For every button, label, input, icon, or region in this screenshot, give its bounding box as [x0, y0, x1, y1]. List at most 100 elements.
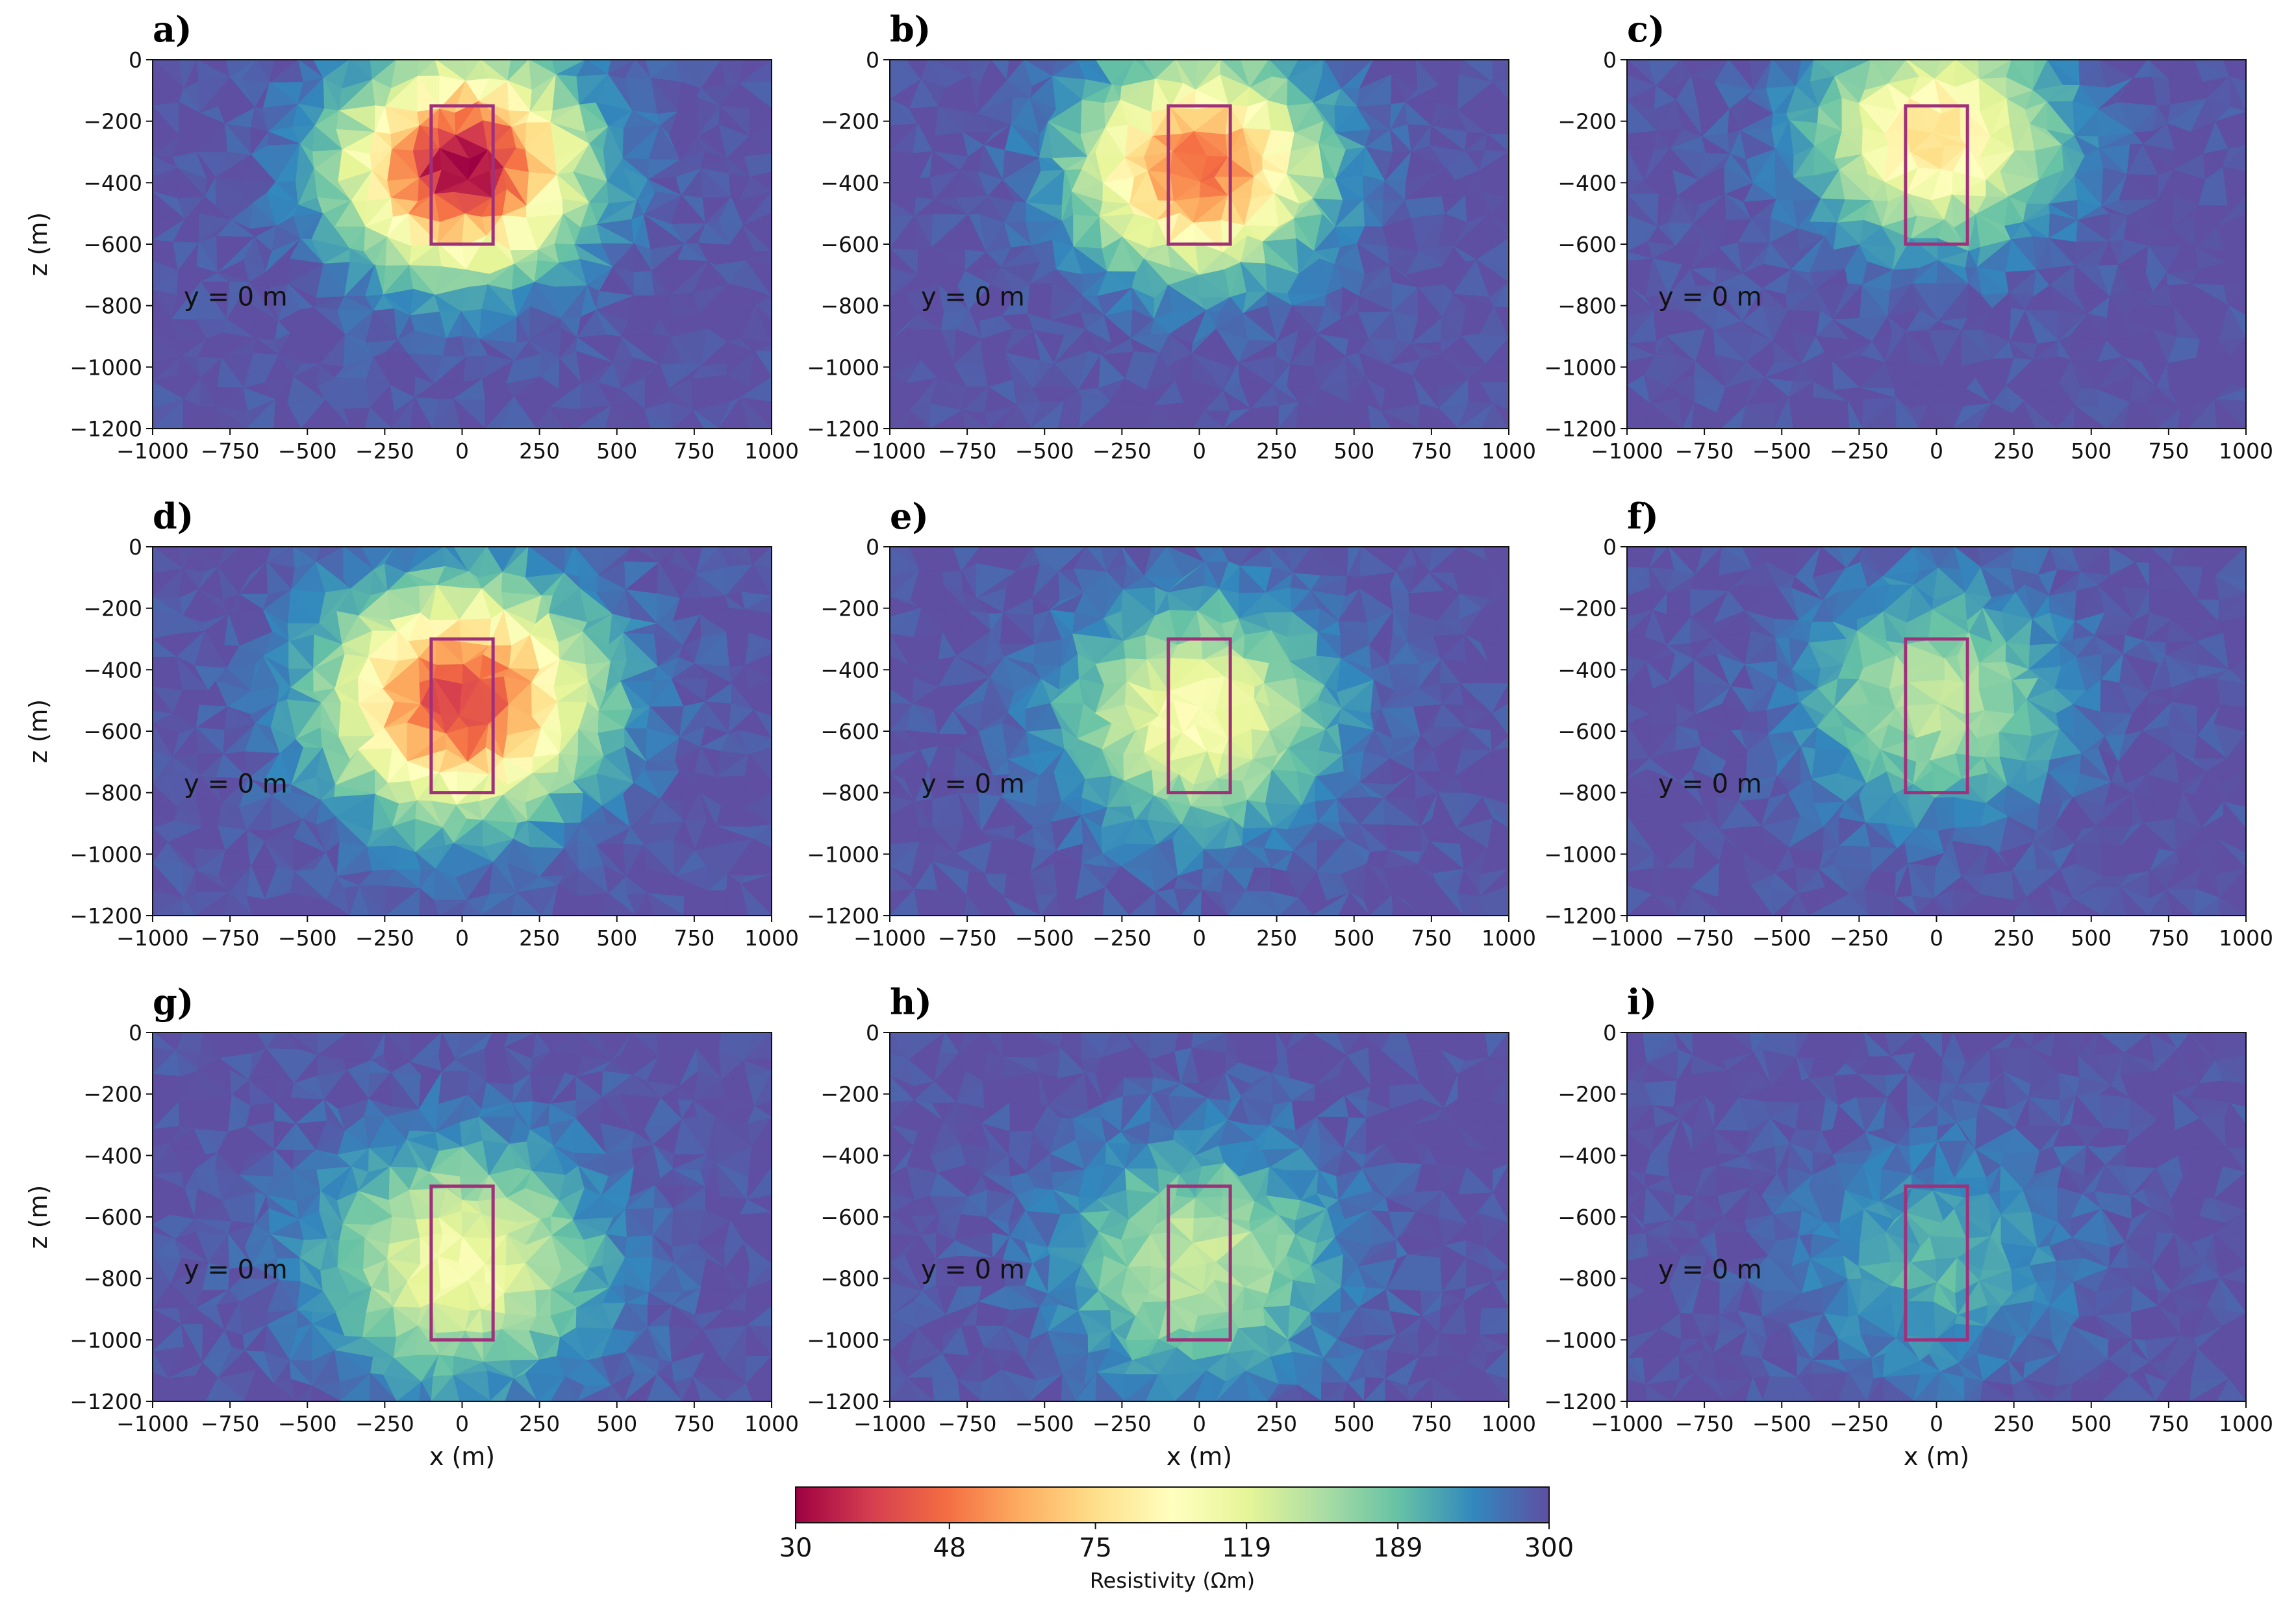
mesh-cell [1002, 405, 1031, 429]
mesh-cell [1057, 893, 1079, 916]
target-box [1167, 104, 1232, 246]
mesh-cell [1740, 405, 1776, 429]
x-tick-label: 1000 [744, 438, 799, 464]
panel-e: −1000 −750 −500 −250 0 250 500 750 10000−200−400… [807, 495, 1536, 951]
x-tick-label: 1000 [744, 925, 799, 951]
z-tick-label: −800 [83, 781, 142, 806]
mesh-cell [962, 409, 990, 429]
z-tick-label: −200 [820, 596, 879, 621]
mesh-cell [740, 882, 772, 916]
x-tick-label: 750 [1411, 438, 1452, 464]
mesh-cell [549, 406, 578, 429]
mesh-cell [739, 396, 772, 429]
mesh-cell [598, 893, 637, 916]
heatmap-field [1627, 547, 2246, 916]
mesh-cell [1295, 401, 1317, 429]
mesh-cell [2073, 405, 2107, 429]
mesh-cell [410, 396, 433, 429]
x-tick-label: −250 [1092, 925, 1152, 951]
mesh-cell [1295, 897, 1313, 916]
mesh-cell [2214, 398, 2246, 429]
mesh-cell [215, 406, 247, 429]
mesh-cell [462, 899, 481, 916]
heatmap-field [153, 547, 772, 916]
heatmap-field [890, 60, 1509, 429]
x-tick-label: −750 [201, 925, 260, 951]
mesh-cell [319, 900, 351, 916]
x-tick-label: −1000 [116, 438, 189, 464]
mesh-cell [1145, 405, 1183, 429]
z-tick-label: −600 [1558, 232, 1617, 257]
panel-a: −1000 −750 −500 −250 0 250 500 750 10000−200−400… [24, 8, 799, 464]
x-tick-label: 1000 [1482, 438, 1536, 464]
panels-group: −1000 −750 −500 −250 0 250 500 750 1000 0 −200 −400… [24, 8, 2273, 1471]
target-box [429, 104, 495, 246]
x-tick-label: −250 [355, 925, 414, 951]
z-tick-label: −1200 [69, 416, 142, 442]
x-tick-label: 0 [455, 438, 469, 464]
mesh-cell [906, 410, 931, 429]
panel-c: −1000 −750 −500 −250 0 250 500 750 10000−200−400… [1544, 8, 2273, 464]
x-tick-label: 500 [1333, 438, 1374, 464]
mesh-cell [1391, 894, 1423, 916]
mesh-cell [964, 894, 983, 916]
x-tick-label: −500 [1015, 925, 1074, 951]
mesh-cell [2177, 407, 2191, 429]
z-tick-label: −1200 [807, 903, 879, 929]
mesh-cell [1243, 408, 1280, 429]
z-tick-label: −1000 [69, 355, 142, 380]
x-tick-label: −1000 [853, 925, 926, 951]
z-tick-label: −1000 [807, 842, 879, 867]
x-tick-label: −250 [355, 438, 414, 464]
panel-f: −1000 −750 −500 −250 0 250 500 750 10000−200−400… [1544, 495, 2273, 951]
x-tick-label: 0 [1192, 438, 1206, 464]
mesh-cell [1429, 408, 1459, 429]
x-tick-label: 250 [519, 925, 560, 951]
mesh-cell [1200, 889, 1229, 916]
x-tick-label: −500 [1015, 438, 1074, 464]
x-tick-label: −1000 [853, 438, 926, 464]
mesh-cell [1155, 892, 1182, 916]
mesh-cell [1976, 402, 2010, 429]
depth-annotation: y = 0 m [921, 282, 1025, 312]
z-tick-label: −400 [820, 170, 879, 195]
x-tick-label: 1000 [2219, 438, 2273, 464]
heatmap-field [1627, 60, 2246, 429]
x-tick-label: 500 [1333, 925, 1374, 951]
x-tick-label: 250 [1256, 925, 1297, 951]
x-tick-label: −750 [938, 925, 997, 951]
mesh-cell [317, 399, 352, 429]
x-tick-label: −500 [278, 925, 337, 951]
panel-b: −1000 −750 −500 −250 0 250 500 750 10000−200−400… [807, 8, 1536, 464]
z-tick-label: −200 [83, 109, 142, 134]
mesh-cell [359, 885, 387, 916]
mesh-cell [1057, 400, 1080, 429]
x-tick-label: 250 [519, 438, 560, 464]
mesh-cell [1193, 410, 1225, 429]
mesh-cell [364, 407, 392, 429]
x-tick-label: 750 [674, 438, 714, 464]
mesh-cell [1380, 410, 1420, 429]
panel-d: −1000 −750 −500 −250 0 250 500 750 10000−200−400… [24, 495, 799, 951]
z-tick-label: −1200 [69, 903, 142, 929]
mesh-cell [2024, 401, 2058, 429]
panel-label: e) [890, 495, 929, 537]
mesh-cell [453, 397, 486, 429]
x-tick-label: 1000 [1482, 925, 1536, 951]
mesh-cell [1895, 397, 1919, 429]
mesh-cell [2124, 402, 2158, 429]
mesh-cell [605, 405, 638, 429]
target-box [1167, 637, 1232, 795]
x-tick-label: 250 [1256, 438, 1297, 464]
z-tick-label: −1200 [807, 416, 879, 442]
x-tick-label: 750 [674, 925, 714, 951]
z-tick-label: 0 [866, 47, 879, 73]
mesh-cell [264, 899, 296, 916]
mesh-cell [1097, 401, 1136, 429]
z-tick-label: 0 [129, 47, 142, 73]
z-tick-label: −200 [83, 596, 142, 621]
depth-annotation: y = 0 m [921, 769, 1025, 799]
x-tick-label: 0 [1192, 925, 1206, 951]
mesh-cell [1246, 890, 1280, 916]
z-tick-label: −1000 [1544, 355, 1617, 380]
